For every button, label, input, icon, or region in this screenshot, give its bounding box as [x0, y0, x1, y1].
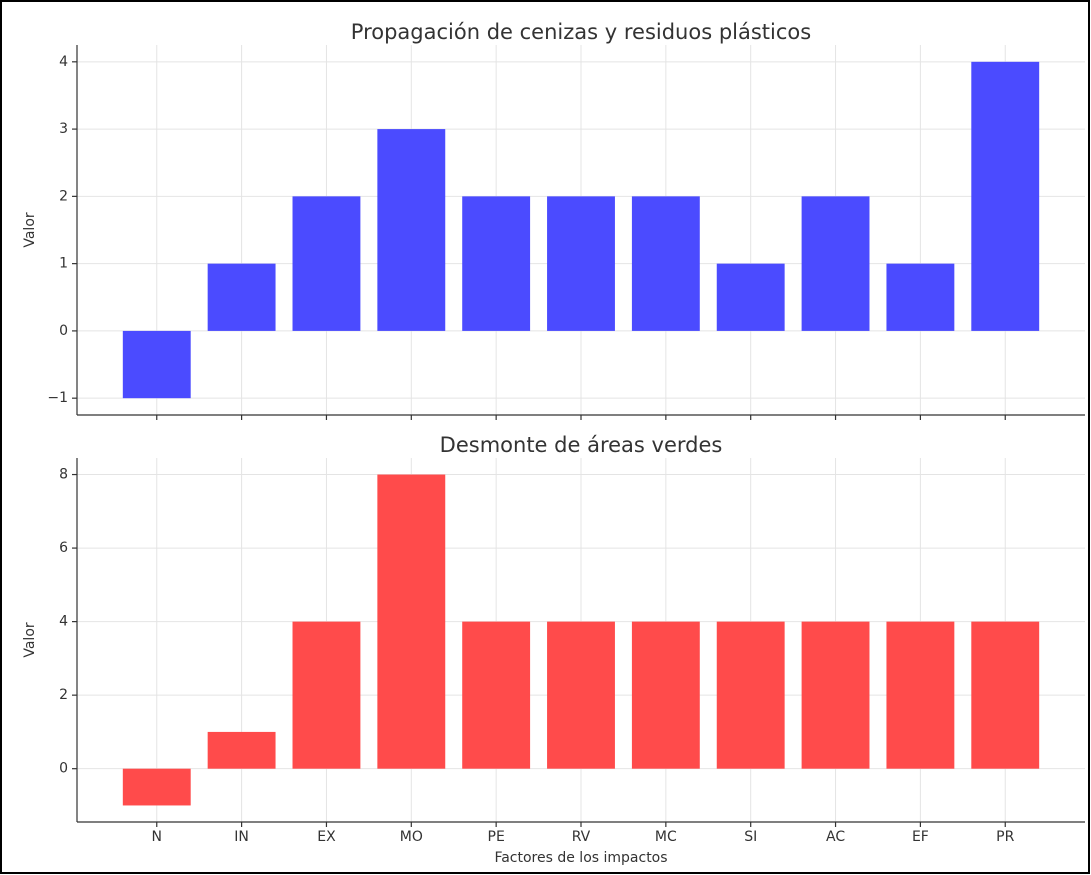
- bar: [122, 768, 191, 806]
- y-axis-label: Valor: [22, 212, 38, 248]
- y-tick-label: 2: [59, 687, 68, 703]
- bar: [122, 330, 191, 399]
- y-tick-label: 4: [59, 614, 68, 630]
- x-tick-label: N: [152, 829, 162, 845]
- x-axis-label: Factores de los impactos: [494, 850, 667, 866]
- bar: [631, 196, 700, 331]
- x-tick-label: SI: [744, 829, 757, 845]
- y-tick-label: 0: [59, 761, 68, 777]
- y-tick-label: 4: [59, 54, 68, 70]
- x-tick-label: RV: [572, 829, 591, 845]
- x-tick-label: PE: [488, 829, 505, 845]
- bar: [547, 196, 615, 331]
- bar: [462, 196, 531, 331]
- bar: [886, 621, 955, 769]
- bar: [886, 263, 955, 331]
- bar: [971, 61, 1040, 331]
- bar: [207, 731, 276, 769]
- y-axis-label: Valor: [22, 622, 38, 658]
- x-tick-label: PR: [996, 829, 1014, 845]
- x-tick-label: AC: [826, 829, 845, 845]
- y-tick-label: 8: [59, 467, 68, 483]
- bar: [292, 196, 361, 331]
- x-tick-label: MC: [655, 829, 677, 845]
- x-tick-label: EF: [912, 829, 929, 845]
- bar: [716, 263, 785, 331]
- chart-title: Desmonte de áreas verdes: [440, 433, 723, 457]
- x-tick-label: MO: [400, 829, 423, 845]
- bar: [547, 621, 615, 769]
- bar: [716, 621, 785, 769]
- bar: [462, 621, 531, 769]
- bar: [801, 621, 870, 769]
- y-tick-label: 3: [59, 121, 68, 137]
- x-tick-label: EX: [317, 829, 336, 845]
- x-tick-label: IN: [234, 829, 249, 845]
- bar: [631, 621, 700, 769]
- y-tick-label: −1: [47, 390, 68, 406]
- y-tick-label: 6: [59, 540, 68, 556]
- y-tick-label: 2: [59, 188, 68, 204]
- y-tick-label: 1: [59, 256, 68, 272]
- y-tick-label: 0: [59, 323, 68, 339]
- bar: [971, 621, 1040, 769]
- bar: [377, 474, 446, 769]
- bar: [801, 196, 870, 331]
- bar: [377, 129, 446, 331]
- chart-title: Propagación de cenizas y residuos plásti…: [351, 20, 811, 44]
- bar: [292, 621, 361, 769]
- bar: [207, 263, 276, 331]
